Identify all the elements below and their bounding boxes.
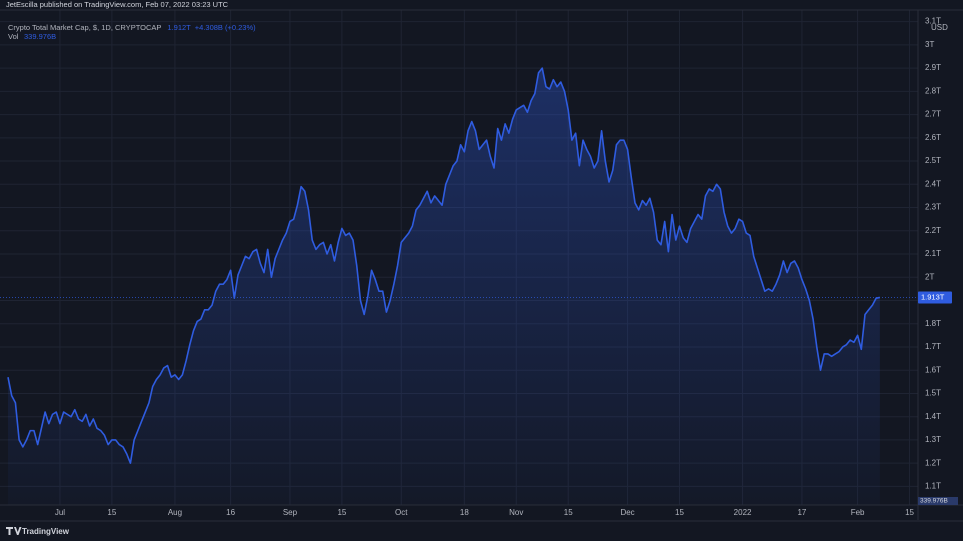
y-tick-label: 2T — [925, 272, 934, 281]
volume-axis-label: 339.976B — [920, 498, 948, 505]
y-tick-label: 1.4T — [925, 412, 941, 421]
legend-last-value: 1.912T — [167, 23, 191, 32]
x-tick-label: 16 — [226, 508, 235, 517]
brand: TradingView — [22, 527, 70, 536]
axes: 1.1T1.2T1.3T1.4T1.5T1.6T1.7T1.8T1.9T2T2.… — [55, 17, 958, 517]
x-tick-label: 17 — [797, 508, 806, 517]
y-tick-label: 2.7T — [925, 110, 941, 119]
y-tick-label: 2.5T — [925, 156, 941, 165]
y-tick-label: 1.5T — [925, 389, 941, 398]
y-tick-label: 2.3T — [925, 203, 941, 212]
marks — [0, 67, 918, 505]
unit-label: USD — [931, 23, 948, 32]
area-fill — [8, 68, 880, 505]
volume-label: Vol — [8, 32, 19, 41]
volume-value: 339.976B — [24, 32, 56, 41]
x-tick-label: 15 — [675, 508, 684, 517]
last-price-label: 1.913T — [921, 292, 945, 301]
x-tick-label: 15 — [905, 508, 914, 517]
y-tick-label: 1.3T — [925, 435, 941, 444]
y-tick-label: 2.8T — [925, 86, 941, 95]
y-tick-label: 2.1T — [925, 249, 941, 258]
last-price-badge — [918, 291, 952, 304]
x-tick-label: Oct — [395, 508, 408, 517]
y-tick-label: 1.7T — [925, 342, 941, 351]
brand-logo — [6, 527, 22, 535]
y-tick-label: 3T — [925, 40, 934, 49]
y-tick-label: 2.9T — [925, 63, 941, 72]
x-tick-label: 2022 — [734, 508, 752, 517]
y-tick-label: 1.1T — [925, 482, 941, 491]
y-tick-label: 1.6T — [925, 365, 941, 374]
x-tick-label: 18 — [460, 508, 469, 517]
y-tick-label: 2.4T — [925, 179, 941, 188]
legend-change: +4.308B (+0.23%) — [195, 23, 256, 32]
y-tick-label: 3.1T — [925, 17, 941, 26]
volume-badge — [918, 497, 958, 505]
x-tick-label: Sep — [283, 508, 298, 517]
y-tick-label: 2.2T — [925, 226, 941, 235]
footer — [0, 521, 963, 541]
x-tick-label: Feb — [851, 508, 865, 517]
y-tick-label: 2.6T — [925, 133, 941, 142]
x-tick-label: 15 — [107, 508, 116, 517]
x-tick-label: Aug — [168, 508, 182, 517]
x-tick-label: 15 — [564, 508, 573, 517]
y-tick-label: 1.8T — [925, 319, 941, 328]
legend-title: Crypto Total Market Cap, $, 1D, CRYPTOCA… — [8, 23, 161, 32]
x-tick-label: Nov — [509, 508, 523, 517]
y-tick-label: 1.2T — [925, 458, 941, 467]
publisher-note: JetEscilla published on TradingView.com,… — [6, 0, 229, 9]
x-tick-label: Jul — [55, 508, 65, 517]
x-tick-label: 15 — [337, 508, 346, 517]
price-line — [7, 67, 880, 464]
x-tick-label: Dec — [620, 508, 634, 517]
